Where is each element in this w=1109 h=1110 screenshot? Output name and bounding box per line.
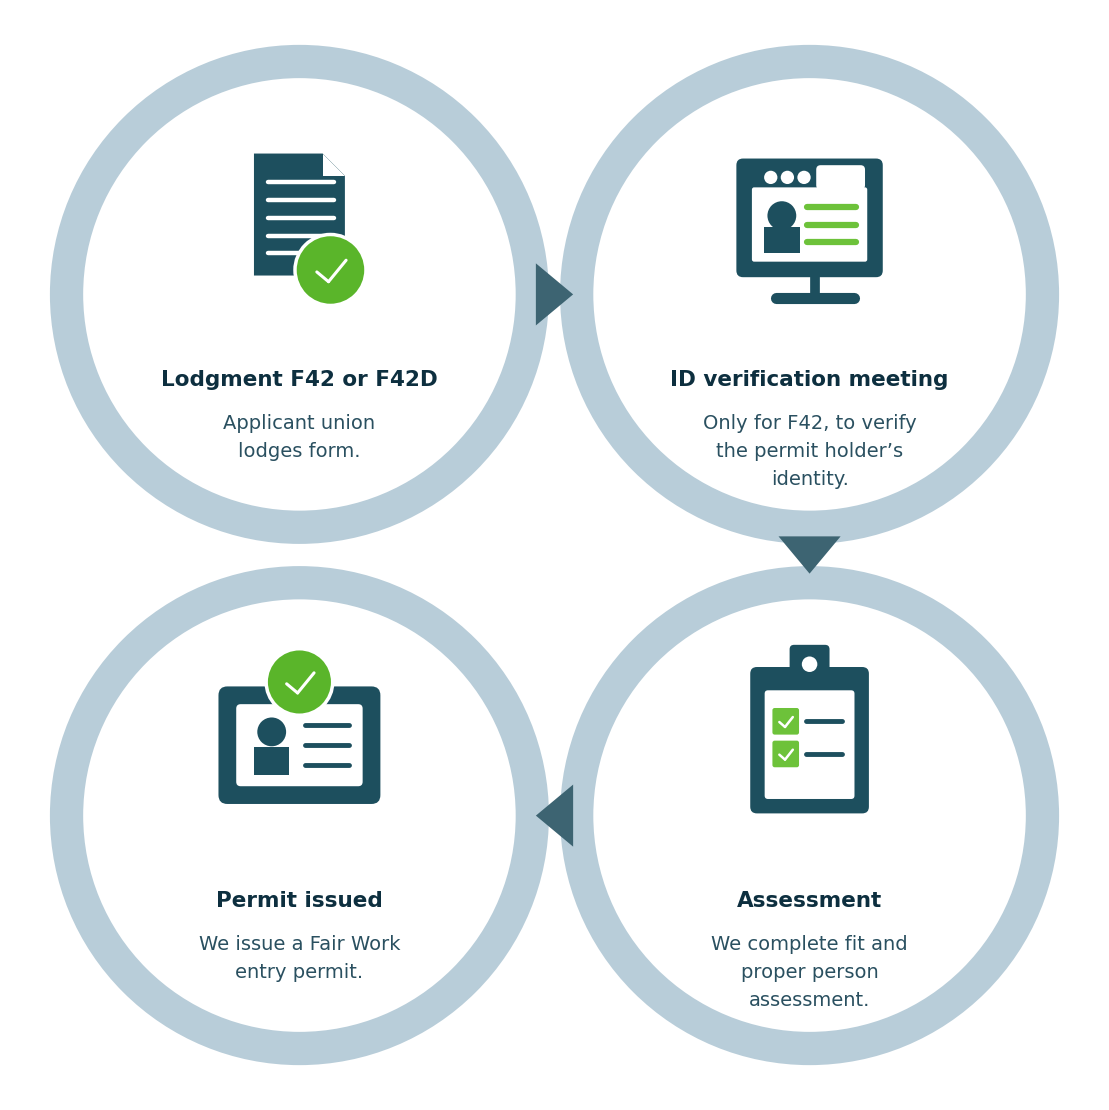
Polygon shape xyxy=(323,153,345,175)
Polygon shape xyxy=(254,153,345,275)
Text: We issue a Fair Work
entry permit.: We issue a Fair Work entry permit. xyxy=(199,936,400,982)
Circle shape xyxy=(802,656,817,672)
FancyBboxPatch shape xyxy=(218,686,380,804)
Polygon shape xyxy=(254,747,289,775)
Circle shape xyxy=(83,78,516,511)
FancyBboxPatch shape xyxy=(236,704,363,786)
FancyBboxPatch shape xyxy=(752,188,867,262)
Circle shape xyxy=(764,171,777,184)
Circle shape xyxy=(593,599,1026,1032)
Text: Lodgment F42 or F42D: Lodgment F42 or F42D xyxy=(161,370,438,390)
Polygon shape xyxy=(764,226,800,253)
Circle shape xyxy=(797,171,811,184)
Text: Assessment: Assessment xyxy=(737,891,882,911)
FancyBboxPatch shape xyxy=(790,645,830,687)
Text: ID verification meeting: ID verification meeting xyxy=(670,370,949,390)
Text: We complete fit and
proper person
assessment.: We complete fit and proper person assess… xyxy=(711,936,908,1010)
Polygon shape xyxy=(536,785,573,847)
FancyBboxPatch shape xyxy=(772,740,798,767)
Text: Applicant union
lodges form.: Applicant union lodges form. xyxy=(223,414,376,461)
FancyBboxPatch shape xyxy=(772,708,798,735)
Circle shape xyxy=(50,44,549,544)
Text: Only for F42, to verify
the permit holder’s
identity.: Only for F42, to verify the permit holde… xyxy=(703,414,916,490)
Circle shape xyxy=(83,599,516,1032)
Circle shape xyxy=(266,648,333,715)
Circle shape xyxy=(767,201,796,230)
Circle shape xyxy=(257,717,286,746)
Circle shape xyxy=(560,44,1059,544)
FancyBboxPatch shape xyxy=(816,165,865,190)
Circle shape xyxy=(560,566,1059,1066)
Circle shape xyxy=(295,234,366,305)
Polygon shape xyxy=(536,263,573,325)
Circle shape xyxy=(50,566,549,1066)
FancyBboxPatch shape xyxy=(764,690,854,799)
Circle shape xyxy=(781,171,794,184)
Text: Permit issued: Permit issued xyxy=(216,891,383,911)
Polygon shape xyxy=(779,536,841,574)
FancyBboxPatch shape xyxy=(736,159,883,278)
Circle shape xyxy=(593,78,1026,511)
FancyBboxPatch shape xyxy=(750,667,868,814)
